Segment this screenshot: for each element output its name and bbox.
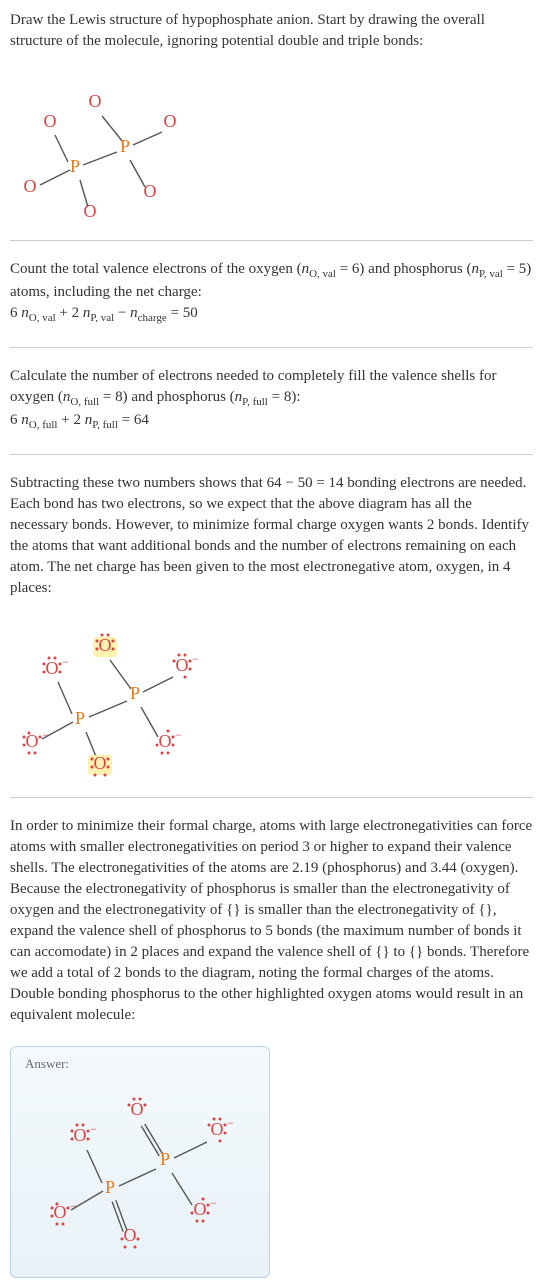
svg-text:O: O: [164, 111, 177, 131]
svg-text:−: −: [42, 728, 49, 742]
equation2: 6 nO, full + 2 nP, full = 64: [10, 410, 533, 433]
answer-box: Answer: PPO−O−OOO−O−: [10, 1046, 270, 1278]
svg-text:O: O: [89, 91, 102, 111]
svg-text:P: P: [105, 1177, 115, 1197]
valence-count-section: Count the total valence electrons of the…: [10, 259, 533, 327]
answer-diagram: PPO−O−OOO−O−: [25, 1083, 255, 1253]
sub: P, val: [479, 268, 503, 280]
text: = 64: [118, 412, 149, 428]
var: n: [130, 305, 138, 321]
full-shell-section: Calculate the number of electrons needed…: [10, 366, 533, 434]
final-text: In order to minimize their formal charge…: [10, 818, 532, 1023]
text: 6: [10, 412, 21, 428]
text: = 8):: [268, 389, 301, 405]
svg-text:O: O: [144, 181, 157, 201]
sub: P, full: [242, 396, 268, 408]
skeleton-diagram: P P O O O O O O: [10, 72, 533, 222]
text: = 6) and phosphorus (: [336, 261, 472, 277]
separator: [10, 454, 533, 455]
svg-text:−: −: [192, 652, 199, 666]
svg-text:O: O: [84, 201, 97, 221]
answer-label: Answer:: [25, 1055, 255, 1073]
sub: P, full: [92, 419, 118, 431]
equation1: 6 nO, val + 2 nP, val − ncharge = 50: [10, 303, 533, 326]
svg-text:−: −: [210, 1196, 217, 1210]
separator: [10, 240, 533, 241]
svg-text:O: O: [24, 176, 37, 196]
svg-text:O: O: [159, 731, 172, 751]
text: 6: [10, 305, 21, 321]
intro-section: Draw the Lewis structure of hypophosphat…: [10, 10, 533, 52]
intro-text: Draw the Lewis structure of hypophosphat…: [10, 12, 485, 49]
var: n: [472, 261, 480, 277]
lone-pair-svg: PPO−O−OOO−O−: [10, 619, 220, 779]
subtract-section: Subtracting these two numbers shows that…: [10, 473, 533, 599]
text: + 2: [57, 412, 84, 428]
svg-text:O: O: [99, 635, 112, 655]
svg-text:−: −: [70, 1199, 77, 1213]
svg-text:P: P: [70, 156, 80, 176]
svg-text:O: O: [124, 1225, 137, 1245]
svg-text:O: O: [211, 1119, 224, 1139]
svg-text:P: P: [120, 136, 130, 156]
skeleton-svg: P P O O O O O O: [10, 72, 200, 222]
var: n: [302, 261, 310, 277]
text: Count the total valence electrons of the…: [10, 261, 302, 277]
separator: [10, 347, 533, 348]
subtract-text: Subtracting these two numbers shows that…: [10, 475, 529, 596]
separator: [10, 797, 533, 798]
text: + 2: [56, 305, 83, 321]
svg-text:O: O: [74, 1125, 87, 1145]
svg-text:O: O: [26, 731, 39, 751]
svg-text:P: P: [75, 708, 85, 728]
svg-text:O: O: [194, 1199, 207, 1219]
svg-text:O: O: [54, 1202, 67, 1222]
text: −: [114, 305, 130, 321]
sub: O, full: [70, 396, 99, 408]
svg-text:−: −: [227, 1116, 234, 1130]
var: n: [21, 305, 29, 321]
lone-pair-diagram: PPO−O−OOO−O−: [10, 619, 533, 779]
text: = 8) and phosphorus (: [99, 389, 235, 405]
var: n: [21, 412, 29, 428]
svg-text:−: −: [62, 655, 69, 669]
svg-text:−: −: [175, 728, 182, 742]
sub: O, val: [309, 268, 336, 280]
svg-text:O: O: [44, 111, 57, 131]
svg-text:O: O: [46, 658, 59, 678]
sub: charge: [138, 312, 167, 324]
answer-svg: PPO−O−OOO−O−: [25, 1083, 255, 1253]
svg-text:−: −: [90, 1122, 97, 1136]
sub: P, val: [90, 312, 114, 324]
svg-text:O: O: [94, 753, 107, 773]
svg-text:P: P: [130, 683, 140, 703]
final-paragraph: In order to minimize their formal charge…: [10, 816, 533, 1026]
svg-text:O: O: [176, 655, 189, 675]
svg-text:O: O: [131, 1099, 144, 1119]
svg-text:P: P: [160, 1149, 170, 1169]
text: = 50: [167, 305, 198, 321]
sub: O, full: [29, 419, 58, 431]
sub: O, val: [29, 312, 56, 324]
